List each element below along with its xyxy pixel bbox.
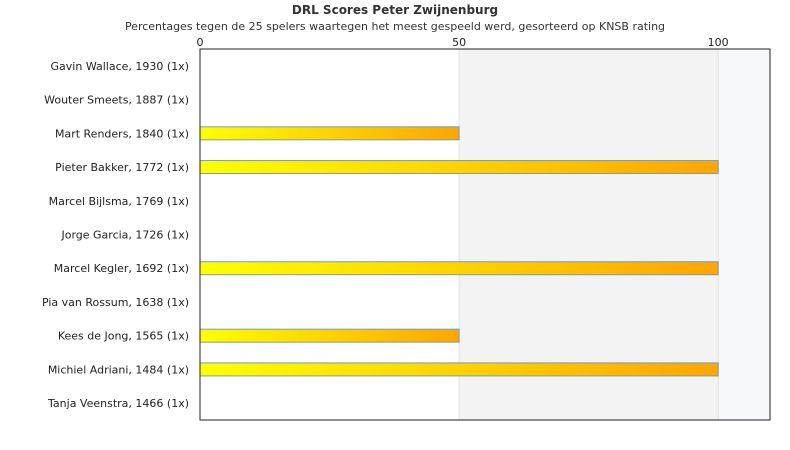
- category-labels: Gavin Wallace, 1930 (1x) Wouter Smeets, 1…: [42, 60, 189, 410]
- bar: [199, 160, 719, 175]
- category-label: Jorge Garcia, 1726 (1x): [60, 229, 189, 242]
- category-label: Tanja Veenstra, 1466 (1x): [47, 397, 189, 410]
- bar: [199, 126, 460, 141]
- category-label: Marcel Bijlsma, 1769 (1x): [49, 195, 189, 208]
- plot-background: [200, 49, 770, 420]
- background-band: [718, 49, 770, 420]
- bar: [199, 362, 719, 377]
- category-label: Gavin Wallace, 1930 (1x): [51, 60, 189, 73]
- bar: [199, 261, 719, 276]
- x-tick-label: 0: [197, 36, 204, 49]
- category-label: Mart Renders, 1840 (1x): [55, 127, 189, 140]
- chart-subtitle: Percentages tegen de 25 spelers waartege…: [124, 20, 666, 33]
- plot-border: [199, 48, 771, 421]
- bar: [199, 328, 460, 343]
- x-tick-label: 50: [452, 36, 466, 49]
- chart-title: DRL Scores Peter Zwijnenburg: [291, 3, 499, 17]
- category-label: Pia van Rossum, 1638 (1x): [42, 296, 189, 309]
- category-label: Pieter Bakker, 1772 (1x): [55, 161, 189, 174]
- x-tick-labels: 0 50 100: [197, 36, 729, 49]
- background-band: [459, 49, 719, 420]
- category-label: Wouter Smeets, 1887 (1x): [44, 94, 189, 107]
- category-label: Kees de Jong, 1565 (1x): [58, 330, 189, 343]
- background-band: [200, 49, 460, 420]
- plot-frame: [199, 48, 771, 421]
- x-tick-label: 100: [708, 36, 729, 49]
- bars: [199, 126, 719, 377]
- category-label: Marcel Kegler, 1692 (1x): [54, 262, 189, 275]
- category-label: Michiel Adriani, 1484 (1x): [48, 363, 189, 376]
- gridlines: [458, 49, 719, 420]
